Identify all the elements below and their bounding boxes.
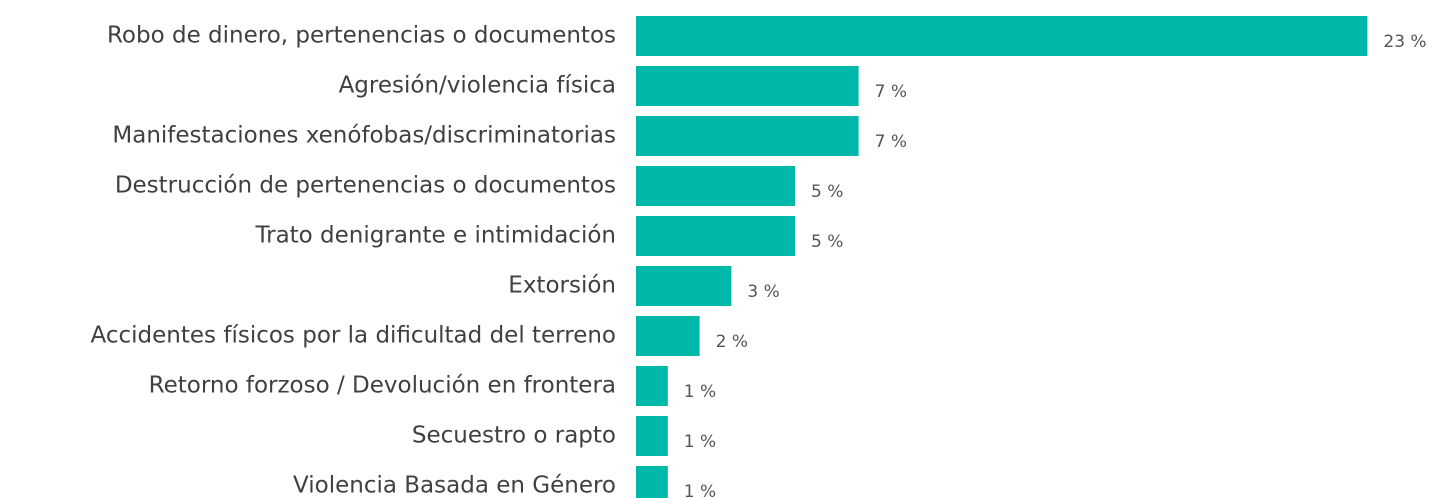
category-label: Secuestro o rapto — [412, 423, 616, 449]
value-label: 3 % — [747, 282, 779, 302]
value-label: 1 % — [684, 432, 716, 452]
bar — [636, 466, 668, 498]
bar — [636, 216, 795, 256]
value-label: 7 % — [875, 132, 907, 152]
category-label: Trato denigrante e intimidación — [254, 223, 616, 249]
bar — [636, 266, 732, 306]
value-label: 5 % — [811, 182, 843, 202]
value-label: 7 % — [875, 82, 907, 102]
bar — [636, 316, 700, 356]
bar — [636, 16, 1368, 56]
category-label: Agresión/violencia física — [339, 73, 616, 99]
value-label: 2 % — [716, 332, 748, 352]
category-label: Destrucción de pertenencias o documentos — [115, 173, 616, 199]
category-label: Violencia Basada en Género — [293, 473, 616, 498]
bar — [636, 366, 668, 406]
value-label: 1 % — [684, 482, 716, 498]
category-label: Retorno forzoso / Devolución en frontera — [149, 373, 616, 399]
value-label: 23 % — [1383, 32, 1426, 52]
bar — [636, 66, 859, 106]
category-label: Accidentes físicos por la dificultad del… — [91, 323, 616, 349]
value-label: 5 % — [811, 232, 843, 252]
bar — [636, 116, 859, 156]
bar — [636, 166, 795, 206]
category-label: Robo de dinero, pertenencias o documento… — [107, 23, 616, 49]
category-label: Extorsión — [508, 273, 616, 299]
bar — [636, 416, 668, 456]
value-label: 1 % — [684, 382, 716, 402]
category-label: Manifestaciones xenófobas/discriminatori… — [112, 123, 616, 149]
